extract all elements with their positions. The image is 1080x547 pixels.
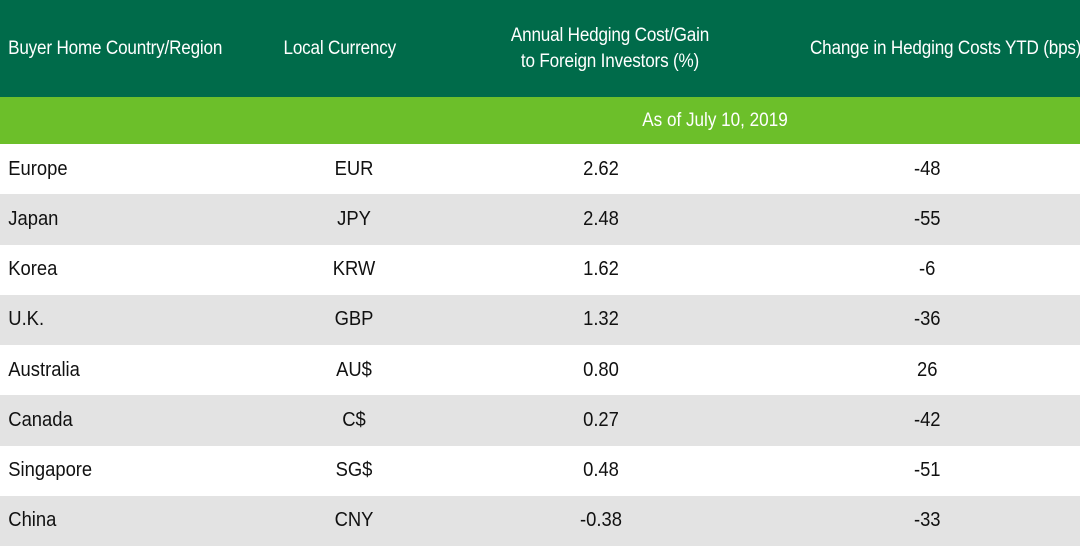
cell-change-ytd: -36	[913, 308, 941, 331]
cell-currency: C$	[342, 408, 366, 431]
cell-hedging-cost: -0.38	[580, 509, 622, 532]
cell-currency: GBP	[334, 308, 374, 331]
cell-hedging-cost: 0.80	[583, 358, 619, 381]
cell-change-ytd: 26	[917, 358, 938, 381]
cell-change-ytd: -48	[913, 157, 941, 180]
table-row: Australia AU$ 0.80 26	[0, 345, 1080, 395]
table-row: U.K. GBP 1.32 -36	[0, 294, 1080, 345]
cell-change-ytd: -6	[919, 258, 936, 281]
as-of-date: As of July 10, 2019	[642, 109, 788, 131]
cell-hedging-cost: 2.48	[583, 207, 619, 230]
cell-region: Australia	[8, 358, 80, 381]
header-hedging-cost-line2: to Foreign Investors (%)	[520, 50, 700, 72]
cell-region: Japan	[8, 207, 59, 230]
table-header: Buyer Home Country/Region Local Currency…	[0, 0, 1080, 97]
cell-region: Singapore	[8, 459, 93, 482]
cell-region: Canada	[8, 408, 73, 431]
cell-region: Korea	[8, 258, 58, 281]
cell-hedging-cost: 0.48	[583, 459, 619, 482]
cell-change-ytd: -42	[913, 408, 941, 431]
table-row: China CNY -0.38 -33	[0, 495, 1080, 546]
header-currency: Local Currency	[283, 37, 397, 59]
header-change-ytd: Change in Hedging Costs YTD (bps)	[810, 37, 1080, 59]
cell-change-ytd: -55	[913, 207, 941, 230]
cell-region: U.K.	[8, 308, 45, 331]
cell-currency: EUR	[334, 157, 374, 180]
header-hedging-cost-line1: Annual Hedging Cost/Gain	[510, 24, 710, 46]
cell-hedging-cost: 2.62	[583, 157, 619, 180]
cell-region: China	[8, 509, 57, 532]
cell-currency: JPY	[337, 207, 371, 230]
cell-hedging-cost: 1.62	[583, 258, 619, 281]
cell-hedging-cost: 1.32	[583, 308, 619, 331]
cell-currency: AU$	[336, 358, 372, 381]
cell-currency: CNY	[334, 509, 374, 532]
cell-hedging-cost: 0.27	[583, 408, 619, 431]
table-row: Japan JPY 2.48 -55	[0, 194, 1080, 245]
cell-change-ytd: -33	[913, 509, 941, 532]
as-of-band: As of July 10, 2019	[0, 97, 1080, 144]
header-hedging-cost: Annual Hedging Cost/Gain to Foreign Inve…	[457, 23, 763, 75]
table-body: Europe EUR 2.62 -48 Japan JPY 2.48 -55 K…	[0, 144, 1080, 546]
table-row: Singapore SG$ 0.48 -51	[0, 446, 1080, 496]
header-region: Buyer Home Country/Region	[8, 37, 223, 59]
cell-change-ytd: -51	[913, 459, 941, 482]
cell-currency: KRW	[332, 258, 376, 281]
cell-region: Europe	[8, 157, 68, 180]
table-row: Europe EUR 2.62 -48	[0, 144, 1080, 194]
cell-currency: SG$	[335, 459, 373, 482]
table-row: Canada C$ 0.27 -42	[0, 395, 1080, 446]
table-row: Korea KRW 1.62 -6	[0, 245, 1080, 295]
